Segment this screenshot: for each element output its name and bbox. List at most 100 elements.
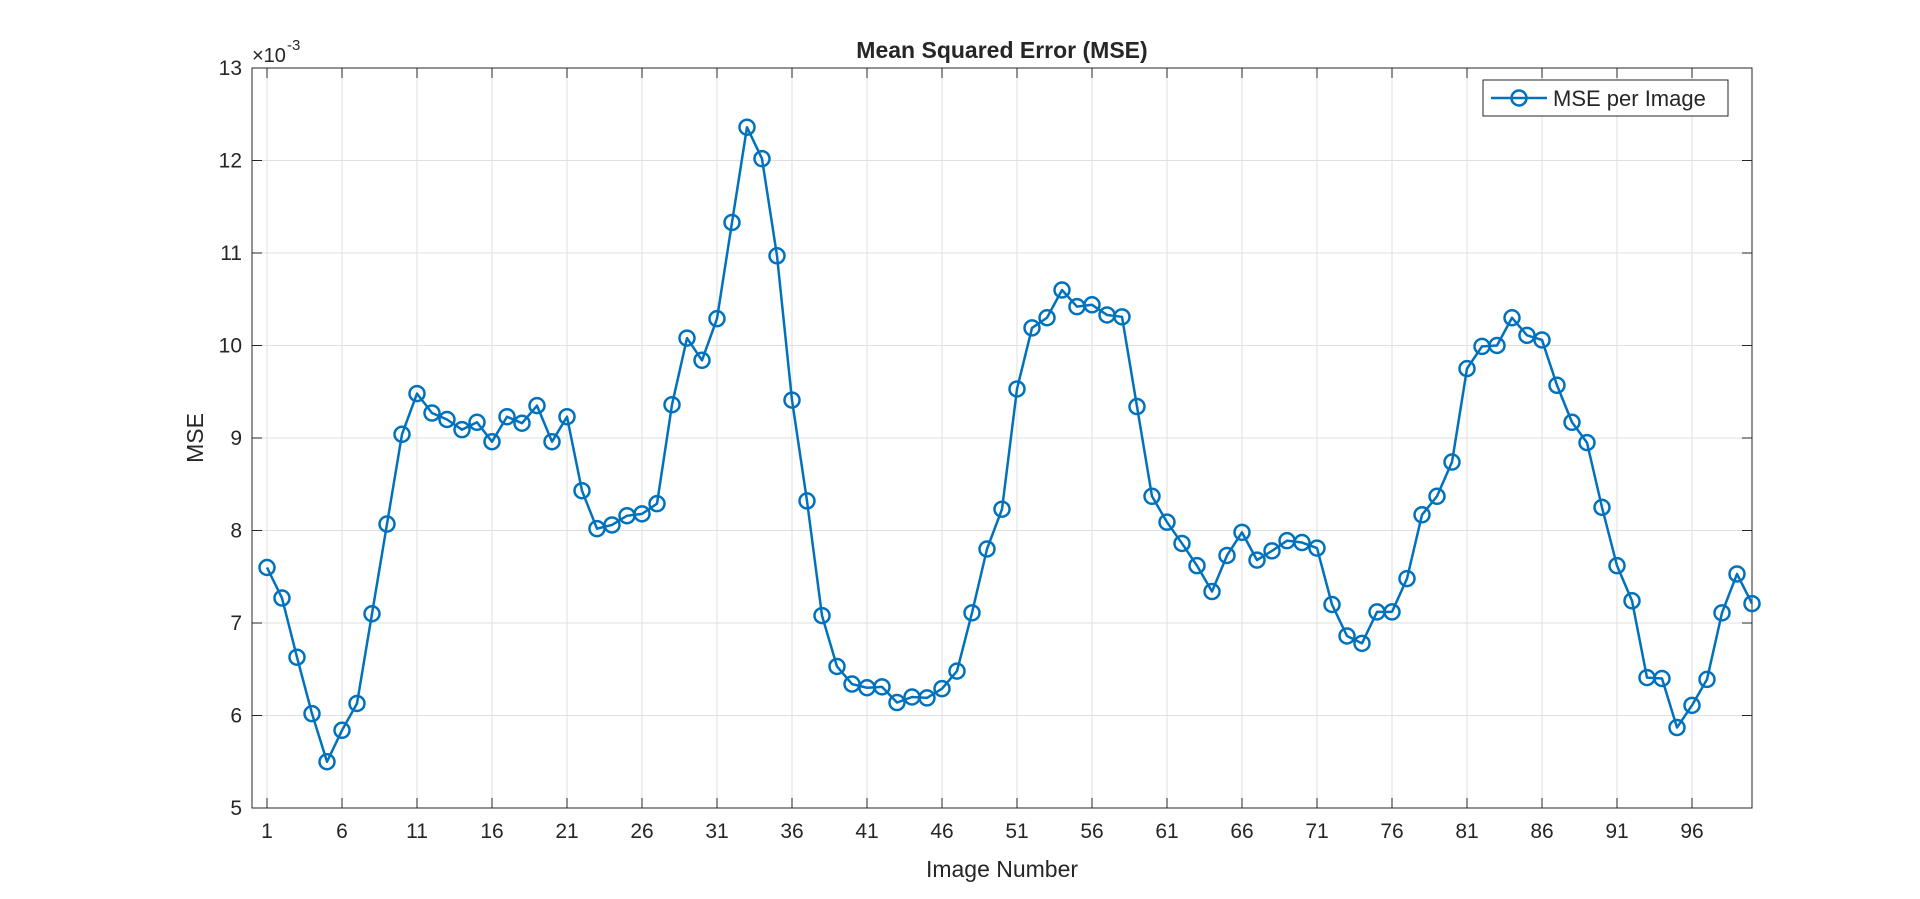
series-mse-per-image — [258, 118, 1761, 771]
data-point — [1743, 594, 1761, 613]
y-tick-label: 8 — [230, 520, 242, 543]
data-point — [798, 492, 816, 510]
data-point — [318, 753, 336, 771]
data-point — [573, 481, 591, 500]
data-point — [603, 516, 621, 534]
data-point — [1293, 533, 1311, 552]
data-point — [1533, 331, 1551, 349]
data-point — [543, 432, 561, 451]
data-point — [738, 118, 756, 136]
y-exponent-base: ×10 — [252, 45, 286, 67]
data-point — [1233, 523, 1251, 542]
x-tick-label: 1 — [261, 820, 273, 843]
axis-ticks: 1 6 11 16 21 26 31 36 41 46 51 56 61 66 71 76 81 86 91 9656… — [219, 57, 1752, 843]
y-tick-label: 5 — [230, 797, 242, 820]
data-point — [1113, 308, 1131, 326]
data-point — [708, 309, 726, 328]
data-point — [1608, 556, 1626, 575]
data-point — [663, 395, 681, 414]
y-tick-label: 6 — [230, 705, 242, 728]
y-tick-label: 10 — [219, 335, 242, 358]
legend-marker-sample — [1510, 89, 1528, 107]
data-point — [723, 213, 741, 232]
x-tick-label: 31 — [705, 820, 728, 843]
data-point — [1458, 359, 1476, 378]
x-tick-label: 6 — [336, 820, 348, 843]
data-point — [1683, 696, 1701, 715]
y-tick-label: 7 — [230, 612, 242, 635]
y-tick-label: 13 — [219, 57, 242, 80]
x-tick-label: 81 — [1455, 820, 1478, 843]
x-tick-label: 91 — [1605, 820, 1628, 843]
data-point — [408, 384, 426, 403]
chart-title: Mean Squared Error (MSE) — [856, 37, 1147, 63]
x-tick-label: 21 — [555, 820, 578, 843]
data-point — [753, 149, 771, 168]
data-point — [273, 589, 291, 607]
data-point — [948, 662, 966, 680]
data-point — [1308, 539, 1326, 557]
data-point — [438, 410, 456, 429]
data-point — [813, 606, 831, 625]
x-tick-label: 51 — [1005, 820, 1028, 843]
data-point — [1518, 326, 1536, 345]
series-line — [265, 125, 1754, 763]
y-tick-label: 12 — [219, 150, 242, 173]
y-tick-label: 11 — [220, 242, 242, 265]
x-tick-label: 61 — [1155, 820, 1178, 843]
data-point — [783, 391, 801, 409]
data-point — [1623, 592, 1641, 610]
data-point — [423, 404, 441, 422]
data-point — [1248, 551, 1266, 569]
data-point — [1548, 376, 1566, 395]
data-point — [1728, 565, 1746, 583]
y-exponent-multiplier: ×10 -3 — [252, 37, 300, 67]
data-point — [768, 247, 786, 265]
data-point — [978, 540, 996, 558]
data-point — [378, 515, 396, 533]
data-point — [993, 500, 1011, 518]
x-axis-label: Image Number — [926, 856, 1078, 882]
data-point — [1188, 556, 1206, 575]
data-point — [918, 689, 936, 707]
data-point — [1383, 603, 1401, 621]
x-tick-label: 86 — [1530, 820, 1553, 843]
data-point — [303, 704, 321, 723]
data-point — [1698, 670, 1716, 689]
data-point — [1128, 397, 1146, 416]
data-point — [1173, 534, 1191, 553]
data-point — [333, 721, 351, 740]
data-point — [348, 694, 366, 713]
x-tick-label: 56 — [1080, 820, 1103, 843]
data-point — [1563, 413, 1581, 432]
data-point — [1593, 498, 1611, 517]
data-point — [1413, 506, 1431, 524]
data-point — [873, 678, 891, 696]
data-point — [453, 420, 471, 439]
data-point — [258, 558, 276, 577]
data-point — [498, 407, 516, 426]
legend-label: MSE per Image — [1553, 86, 1706, 111]
data-point — [1038, 309, 1056, 327]
data-point — [1323, 595, 1341, 614]
data-point — [483, 432, 501, 451]
grid-lines — [252, 67, 1752, 809]
y-tick-label: 9 — [230, 427, 242, 450]
data-point — [678, 329, 696, 347]
x-tick-label: 96 — [1680, 820, 1703, 843]
data-point — [1428, 487, 1446, 506]
data-point — [558, 407, 576, 426]
data-point — [468, 413, 486, 432]
data-point — [1443, 453, 1461, 471]
x-tick-label: 41 — [855, 820, 878, 843]
x-tick-label: 16 — [480, 820, 503, 843]
data-point — [1008, 380, 1026, 398]
data-point — [1488, 336, 1506, 355]
data-point — [888, 693, 906, 712]
data-point — [393, 425, 411, 444]
data-point — [1653, 669, 1671, 688]
y-axis-label: MSE — [182, 413, 208, 463]
data-point — [363, 605, 381, 623]
data-point — [693, 351, 711, 370]
